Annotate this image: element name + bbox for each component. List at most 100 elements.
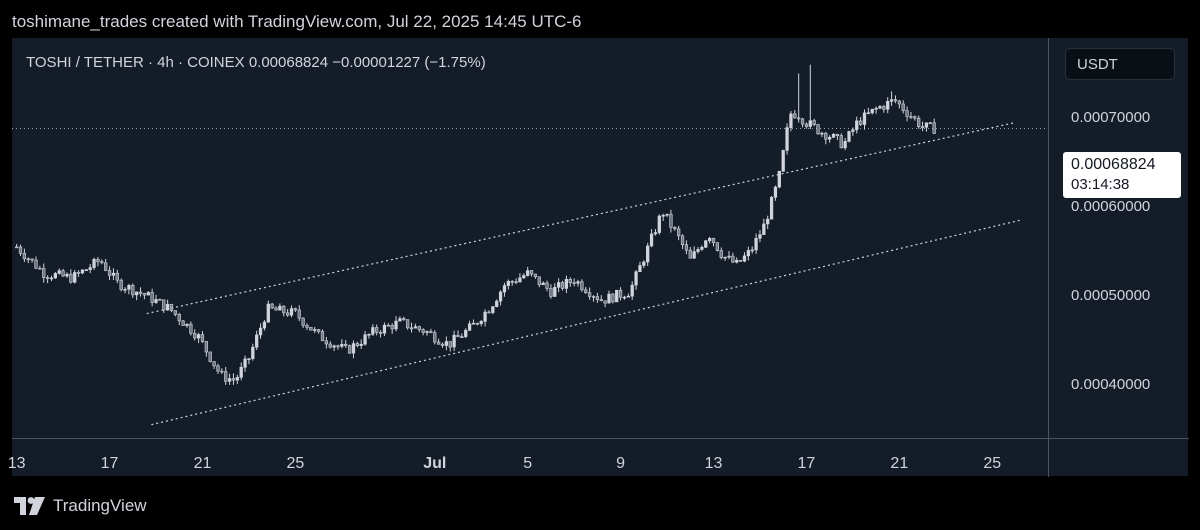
candle-body <box>897 100 901 105</box>
candle-body <box>905 110 909 117</box>
candle-body <box>692 251 696 259</box>
candle-body <box>162 299 166 311</box>
time-axis[interactable]: 13 17 21 25 Jul 5 9 13 17 21 25 <box>8 438 1048 477</box>
chart-frame: TOSHI / TETHER · 4h · COINEX 0.00068824 … <box>8 38 1189 477</box>
candle-body <box>495 300 499 307</box>
price-axis[interactable]: USDT 0.00040000 0.00050000 0.00060000 0.000… <box>1048 38 1189 438</box>
candle-body <box>545 282 549 289</box>
candle-body <box>526 270 530 276</box>
candle-body <box>684 244 689 251</box>
candle-body <box>491 306 495 313</box>
symbol-legend[interactable]: TOSHI / TETHER · 4h · COINEX 0.00068824 … <box>26 54 486 71</box>
candle-body <box>146 292 150 296</box>
time-tick-label: Jul <box>423 455 447 472</box>
candle-body <box>382 324 387 334</box>
candle-body <box>704 240 708 248</box>
candle-body <box>630 284 634 297</box>
candle-body <box>479 321 483 324</box>
time-tick-label: 21 <box>193 455 212 472</box>
candle-body <box>677 228 681 237</box>
candle-body <box>185 323 189 326</box>
candle-body <box>313 329 317 331</box>
candle-body <box>680 235 685 246</box>
time-tick-label: 13 <box>704 455 723 472</box>
candle-body <box>320 331 325 342</box>
candle-body <box>742 255 747 262</box>
candle-body <box>216 365 220 372</box>
candle-body <box>878 106 882 109</box>
candle-body <box>611 293 615 303</box>
candle-body <box>398 318 402 322</box>
candle-body <box>347 345 352 354</box>
candle-body <box>866 112 871 115</box>
candle-body <box>270 303 274 309</box>
candle-body <box>49 277 54 280</box>
candle-body <box>332 345 336 348</box>
candle-body <box>425 331 429 333</box>
candle-body <box>638 265 642 273</box>
footer-brand-name: TradingView <box>53 496 147 515</box>
candle-body <box>282 305 286 314</box>
candle-body <box>150 292 154 303</box>
candle-body <box>409 327 414 330</box>
candle-body <box>53 273 57 279</box>
candle-body <box>158 299 162 301</box>
candle-body <box>123 288 127 291</box>
currency-button[interactable]: USDT <box>1065 48 1175 80</box>
price-chart[interactable] <box>12 38 1048 438</box>
candle-body <box>34 259 38 269</box>
candle-body <box>355 343 359 346</box>
candle-body <box>777 171 781 188</box>
candle-body <box>212 361 216 367</box>
price-tick-label: 0.00060000 <box>1071 197 1151 215</box>
candle-body <box>816 124 820 135</box>
candle-body <box>65 273 69 277</box>
footer-brand[interactable]: TradingView <box>14 494 147 518</box>
channel-upper-line[interactable] <box>146 121 1016 315</box>
candle-body <box>839 135 843 149</box>
channel-lower-line[interactable] <box>151 219 1021 426</box>
candle-body <box>646 245 650 263</box>
candle-body <box>560 282 565 289</box>
candle-body <box>541 282 545 286</box>
candle-body <box>475 322 479 325</box>
candle-body <box>363 334 367 345</box>
candle-body <box>448 341 452 348</box>
candle-body <box>843 141 847 149</box>
candle-body <box>781 150 785 172</box>
candle-body <box>518 277 522 283</box>
candle-body <box>340 343 344 347</box>
candle-body <box>789 113 793 128</box>
candle-body <box>506 281 510 286</box>
candle-body <box>15 246 19 249</box>
candle-body <box>510 281 514 283</box>
candle-body <box>181 320 185 326</box>
candle-body <box>464 329 468 337</box>
candle-body <box>723 256 727 259</box>
candle-body <box>177 314 181 322</box>
candle-body <box>603 300 607 304</box>
candle-body <box>812 120 816 125</box>
candle-body <box>851 129 855 132</box>
candle-body <box>96 259 100 263</box>
candle-body <box>483 311 487 322</box>
candle-body <box>711 238 716 243</box>
candle-body <box>104 262 108 271</box>
candle-body <box>665 213 669 216</box>
candle-body <box>553 286 557 297</box>
candle-body <box>131 285 135 296</box>
candle-body <box>862 112 867 125</box>
candle-body <box>773 186 778 198</box>
candle-body <box>696 249 700 252</box>
candle-body <box>754 237 758 251</box>
candle-body <box>831 133 836 138</box>
plot-area[interactable]: TOSHI / TETHER · 4h · COINEX 0.00068824 … <box>12 38 1048 438</box>
candle-body <box>239 366 243 378</box>
candle-body <box>30 258 34 261</box>
candle-body <box>835 133 840 136</box>
candle-body <box>135 291 139 296</box>
candle-body <box>255 334 259 348</box>
candle-body <box>344 343 348 347</box>
candle-body <box>649 233 654 247</box>
candle-body <box>200 334 205 342</box>
